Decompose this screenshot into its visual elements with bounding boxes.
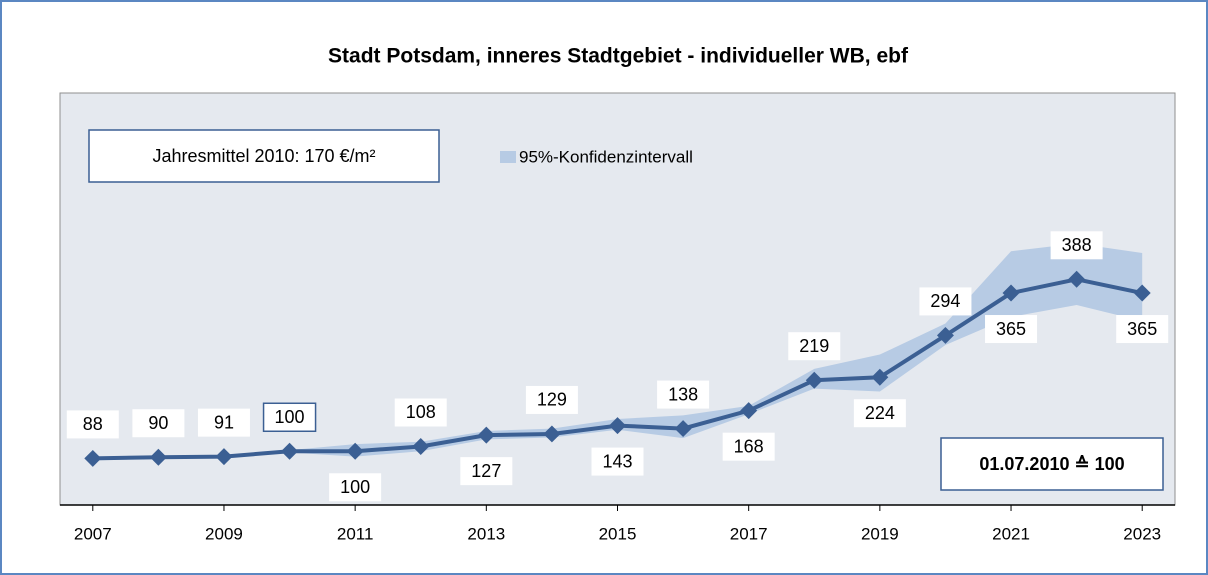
data-label-box xyxy=(591,447,644,476)
x-tick-label: 2023 xyxy=(1123,524,1161,543)
marker xyxy=(740,402,758,420)
data-label: 224 xyxy=(865,403,895,423)
data-label: 108 xyxy=(406,402,436,422)
data-label: 219 xyxy=(799,336,829,356)
data-label: 127 xyxy=(471,461,501,481)
data-label-box xyxy=(722,432,775,461)
data-label: 365 xyxy=(996,319,1026,339)
annotation-box xyxy=(940,437,1164,491)
data-label-box xyxy=(66,410,119,439)
annotation: Jahresmittel 2010: 170 €/m² xyxy=(152,146,375,166)
data-label: 388 xyxy=(1062,235,1092,255)
data-label: 294 xyxy=(930,291,960,311)
marker xyxy=(871,368,889,386)
data-label: 100 xyxy=(340,477,370,497)
x-tick-label: 2011 xyxy=(337,524,374,543)
data-label-box xyxy=(197,408,250,437)
marker xyxy=(543,425,561,443)
x-tick-label: 2009 xyxy=(205,524,243,543)
data-label-box xyxy=(985,315,1038,344)
data-label-box xyxy=(1116,315,1169,344)
marker xyxy=(936,326,954,344)
data-label-box xyxy=(329,473,382,502)
marker xyxy=(84,449,102,467)
marker xyxy=(346,442,364,460)
data-label-box xyxy=(460,457,513,486)
confidence-band xyxy=(92,243,1143,460)
data-label: 90 xyxy=(148,413,168,433)
marker xyxy=(1002,284,1020,302)
marker xyxy=(477,426,495,444)
legend-swatch xyxy=(500,151,516,163)
data-label: 143 xyxy=(602,451,632,471)
chart-title: Stadt Potsdam, inneres Stadtgebiet - ind… xyxy=(328,45,909,68)
x-tick-label: 2019 xyxy=(861,524,899,543)
data-label-box xyxy=(657,380,710,409)
marker xyxy=(215,448,233,466)
marker xyxy=(149,448,167,466)
data-label: 168 xyxy=(734,436,764,456)
data-label-box xyxy=(525,385,578,414)
data-label-box xyxy=(788,332,841,361)
marker xyxy=(281,442,299,460)
x-tick-label: 2013 xyxy=(467,524,505,543)
marker xyxy=(609,417,626,435)
data-label-box xyxy=(919,287,972,316)
x-tick-label: 2021 xyxy=(992,524,1030,543)
x-tick-label: 2015 xyxy=(599,524,637,543)
marker xyxy=(805,371,823,389)
data-label: 88 xyxy=(83,414,103,434)
data-label-box xyxy=(132,409,185,438)
x-tick-label: 2017 xyxy=(730,524,768,543)
legend-label: 95%-Konfidenzintervall xyxy=(519,147,693,166)
data-label: 91 xyxy=(214,412,234,432)
annotation-box xyxy=(88,129,440,183)
annotation: 01.07.2010 ≙ 100 xyxy=(979,454,1124,474)
x-tick-label: 2007 xyxy=(74,524,112,543)
data-label-box xyxy=(853,399,906,428)
data-label: 365 xyxy=(1127,319,1157,339)
data-label-box xyxy=(1050,231,1103,260)
data-label: 129 xyxy=(537,390,567,410)
data-label-box xyxy=(262,402,317,433)
marker xyxy=(412,437,430,455)
marker xyxy=(674,420,692,438)
data-label-box xyxy=(394,398,447,427)
data-label: 100 xyxy=(275,407,305,427)
data-label: 138 xyxy=(668,384,698,404)
